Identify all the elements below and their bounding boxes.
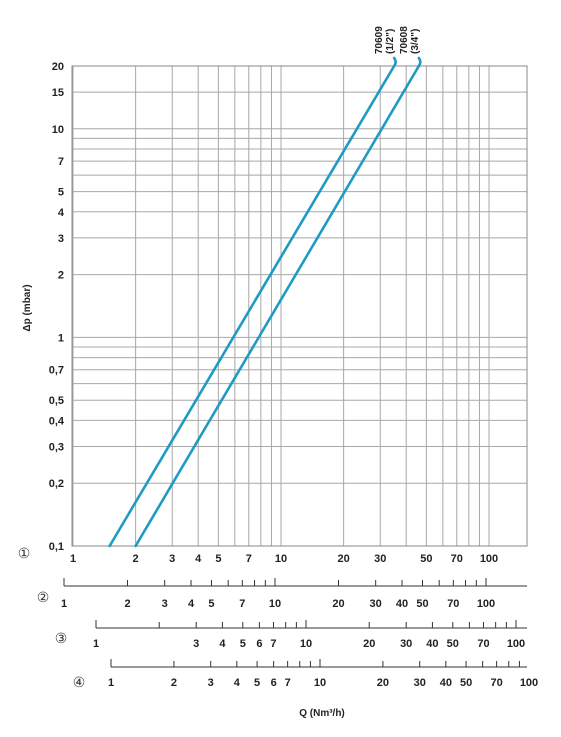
plot-frame: [71, 65, 528, 547]
x-tick-label: 70: [451, 553, 463, 565]
y-tick-label: 2: [58, 270, 64, 282]
y-tick-label: 0,2: [49, 478, 64, 490]
x-tick-label: 4: [219, 638, 226, 650]
x-tick-label: 100: [520, 677, 538, 689]
x-tick-label: 1: [108, 677, 114, 689]
x-tick-label: 7: [239, 598, 245, 610]
y-axis-label: Δp (mbar): [22, 284, 33, 331]
grid: [71, 65, 528, 547]
x-tick-label: 40: [426, 638, 438, 650]
x-tick-label: 3: [169, 553, 175, 565]
y-tick-label: 5: [58, 187, 64, 199]
x-tick-label: 7: [246, 553, 252, 565]
x-tick-label: 3: [208, 677, 214, 689]
x-tick-label: 5: [240, 638, 246, 650]
x-tick-label: 50: [420, 553, 432, 565]
x-tick-label: 100: [480, 553, 498, 565]
y-tick-label: 3: [58, 233, 64, 245]
x-tick-label: 4: [195, 553, 202, 565]
x-tick-label: 20: [377, 677, 389, 689]
x-tick-label: 5: [208, 598, 214, 610]
x-tick-label: 30: [414, 677, 426, 689]
y-tick-label: 0,4: [49, 415, 65, 427]
x-tick-label: 10: [269, 598, 281, 610]
x-tick-label: 100: [507, 638, 525, 650]
x-tick-label: 7: [285, 677, 291, 689]
y-tick-label: 0,3: [49, 441, 64, 453]
series-label: (3/4"): [410, 29, 421, 54]
scale-number: ③: [55, 630, 68, 646]
x-tick-label: 2: [171, 677, 177, 689]
y-tick-label: 1: [58, 332, 64, 344]
x-tick-label: 2: [124, 598, 130, 610]
y-tick-label: 10: [52, 124, 64, 136]
x-tick-label: 100: [477, 598, 495, 610]
x-tick-label: 40: [396, 598, 408, 610]
x-tick-label: 5: [215, 553, 221, 565]
x-tick-label: 1: [93, 638, 99, 650]
series-label: (1/2"): [385, 29, 396, 54]
y-tick-label: 4: [58, 207, 65, 219]
series-label: 70608: [399, 26, 410, 54]
x-tick-label: 3: [193, 638, 199, 650]
scale-number: ①: [18, 545, 31, 561]
x-tick-label: 50: [460, 677, 472, 689]
y-tick-label: 0,7: [49, 365, 64, 377]
x-tick-label: 70: [477, 638, 489, 650]
scale-number: ④: [73, 674, 86, 690]
series-leader: [392, 56, 397, 68]
y-tick-label: 0,5: [49, 395, 64, 407]
series-leader: [417, 56, 422, 68]
x-tick-label: 1: [61, 598, 67, 610]
x-tick-label: 20: [337, 553, 349, 565]
x-tick-label: 70: [447, 598, 459, 610]
x-tick-label: 2: [133, 553, 139, 565]
x-tick-label: 30: [374, 553, 386, 565]
x-tick-label: 4: [188, 598, 195, 610]
x-tick-label: 1: [70, 553, 76, 565]
y-tick-labels: 20 15 10 7 5 4 3 2 1 0,7 0,5 0,4 0,3 0,2 0,1: [49, 61, 65, 553]
x-tick-label: 7: [270, 638, 276, 650]
x-tick-label: 50: [447, 638, 459, 650]
x-tick-label: 5: [254, 677, 260, 689]
x-tick-label: 3: [162, 598, 168, 610]
series-lines: 70609 (1/2") 70608 (3/4"): [108, 26, 422, 548]
x-tick-label: 50: [416, 598, 428, 610]
x-tick-label: 20: [363, 638, 375, 650]
x-tick-label: 6: [256, 638, 262, 650]
x-tick-label: 70: [491, 677, 503, 689]
x-tick-label: 30: [400, 638, 412, 650]
x-tick-label: 20: [332, 598, 344, 610]
y-tick-label: 0,1: [49, 541, 64, 553]
series-line: [134, 64, 421, 548]
y-tick-label: 20: [52, 61, 64, 73]
scale-number: ②: [37, 589, 50, 605]
series-label: 70609: [374, 26, 385, 54]
y-tick-label: 7: [58, 156, 64, 168]
x-tick-label: 40: [440, 677, 452, 689]
x-tick-label: 4: [234, 677, 241, 689]
x-axis-label: Q (Nm³/h): [299, 708, 345, 719]
series-line: [108, 64, 396, 548]
x-tick-label: 10: [275, 553, 287, 565]
y-tick-label: 15: [52, 87, 64, 99]
x-tick-label: 6: [271, 677, 277, 689]
x-tick-label: 10: [300, 638, 312, 650]
x-tick-label: 30: [370, 598, 382, 610]
x-tick-label: 10: [314, 677, 326, 689]
